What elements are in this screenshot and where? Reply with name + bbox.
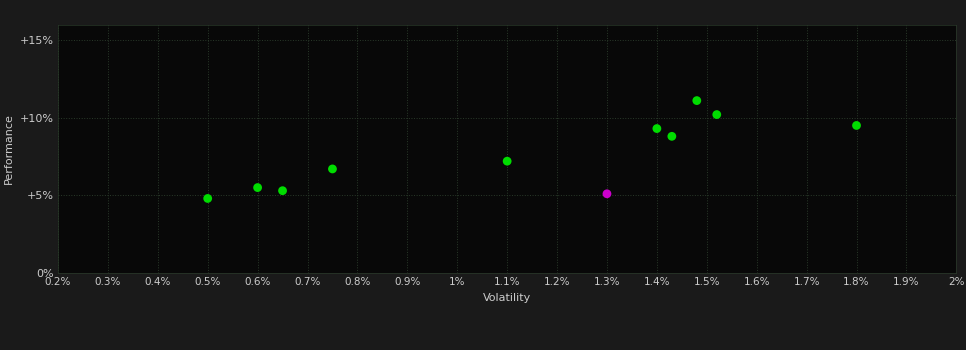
Point (200, 196, 215, 201)
Y-axis label: Performance: Performance (4, 113, 14, 184)
Point (274, 188, 290, 194)
Point (664, 134, 679, 139)
Point (250, 185, 266, 190)
Point (499, 158, 515, 164)
Point (709, 112, 724, 117)
Point (649, 126, 665, 131)
Point (689, 98, 704, 103)
Point (325, 166, 340, 172)
X-axis label: Volatility: Volatility (483, 293, 531, 303)
Point (849, 122, 865, 128)
Point (599, 191, 614, 197)
